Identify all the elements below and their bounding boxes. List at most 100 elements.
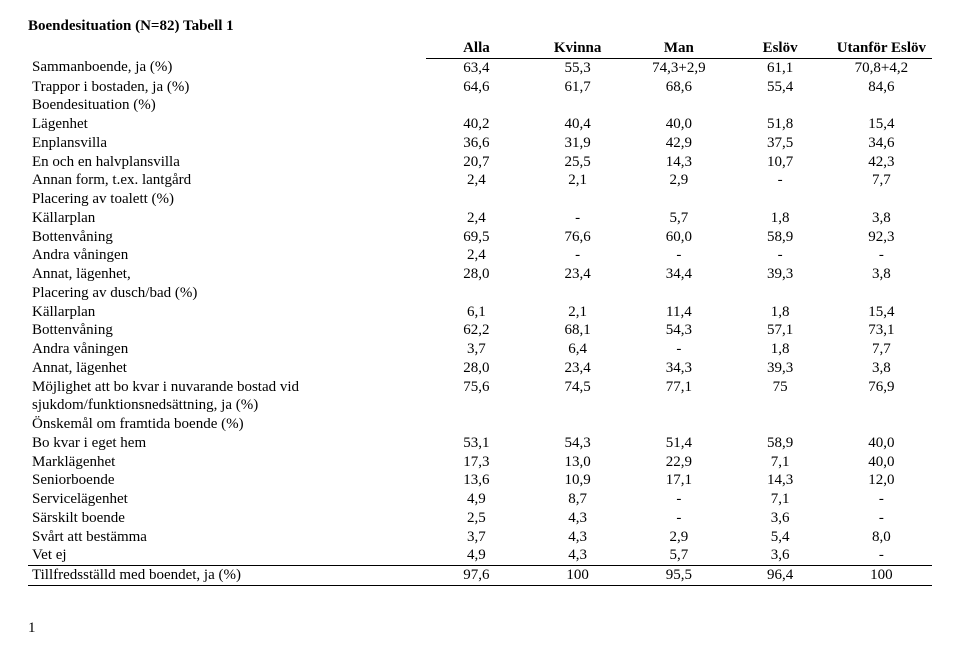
cell-value xyxy=(729,284,830,303)
cell-value xyxy=(527,190,628,209)
table-row: Särskilt boende2,54,3-3,6- xyxy=(28,509,932,528)
cell-value: 34,3 xyxy=(628,359,729,378)
row-label: Källarplan xyxy=(28,303,426,322)
cell-value: - xyxy=(831,509,932,528)
cell-value: 15,4 xyxy=(831,303,932,322)
cell-value: 51,8 xyxy=(729,115,830,134)
table-row: Andra våningen2,4---- xyxy=(28,246,932,265)
row-label: Källarplan xyxy=(28,209,426,228)
cell-value: 60,0 xyxy=(628,228,729,247)
header-col: Eslöv xyxy=(729,39,830,58)
cell-value: 53,1 xyxy=(426,434,527,453)
cell-value: 2,1 xyxy=(527,171,628,190)
cell-value xyxy=(527,284,628,303)
cell-value: 55,4 xyxy=(729,78,830,97)
cell-value: 20,7 xyxy=(426,153,527,172)
row-label: Bottenvåning xyxy=(28,321,426,340)
row-label: Bottenvåning xyxy=(28,228,426,247)
row-label: Annat, lägenhet, xyxy=(28,265,426,284)
cell-value xyxy=(426,284,527,303)
cell-value xyxy=(628,96,729,115)
cell-value: - xyxy=(527,209,628,228)
row-label: Tillfredsställd med boendet, ja (%) xyxy=(28,566,426,586)
table-row: Seniorboende13,610,917,114,312,0 xyxy=(28,471,932,490)
cell-value: - xyxy=(527,246,628,265)
cell-value xyxy=(426,190,527,209)
table-row: Sammanboende, ja (%)63,455,374,3+2,961,1… xyxy=(28,58,932,77)
table-row: Annat, lägenhet28,023,434,339,33,8 xyxy=(28,359,932,378)
cell-value: 2,1 xyxy=(527,303,628,322)
header-col: Utanför Eslöv xyxy=(831,39,932,58)
cell-value: 73,1 xyxy=(831,321,932,340)
cell-value: 11,4 xyxy=(628,303,729,322)
cell-value: 34,4 xyxy=(628,265,729,284)
cell-value: 2,9 xyxy=(628,171,729,190)
cell-value: 3,6 xyxy=(729,546,830,565)
cell-value: 13,6 xyxy=(426,471,527,490)
table-row: Marklägenhet17,313,022,97,140,0 xyxy=(28,453,932,472)
table-row: Trappor i bostaden, ja (%)64,661,768,655… xyxy=(28,78,932,97)
row-label: Svårt att bestämma xyxy=(28,528,426,547)
cell-value: 2,4 xyxy=(426,171,527,190)
row-label: Möjlighet att bo kvar i nuvarande bostad… xyxy=(28,378,426,416)
cell-value: 8,7 xyxy=(527,490,628,509)
cell-value: 7,7 xyxy=(831,171,932,190)
cell-value xyxy=(426,96,527,115)
cell-value: 95,5 xyxy=(628,566,729,586)
table-row: Svårt att bestämma3,74,32,95,48,0 xyxy=(28,528,932,547)
cell-value: 3,8 xyxy=(831,359,932,378)
cell-value: 7,7 xyxy=(831,340,932,359)
table-row: En och en halvplansvilla20,725,514,310,7… xyxy=(28,153,932,172)
cell-value: 57,1 xyxy=(729,321,830,340)
cell-value: 4,3 xyxy=(527,546,628,565)
cell-value xyxy=(831,415,932,434)
row-label: Trappor i bostaden, ja (%) xyxy=(28,78,426,97)
cell-value: 42,9 xyxy=(628,134,729,153)
cell-value: 2,5 xyxy=(426,509,527,528)
cell-value: 23,4 xyxy=(527,265,628,284)
cell-value: 10,7 xyxy=(729,153,830,172)
row-label: Seniorboende xyxy=(28,471,426,490)
row-label: Boendesituation (%) xyxy=(28,96,426,115)
cell-value: 28,0 xyxy=(426,359,527,378)
cell-value xyxy=(527,96,628,115)
cell-value: 25,5 xyxy=(527,153,628,172)
cell-value: 13,0 xyxy=(527,453,628,472)
cell-value: - xyxy=(831,490,932,509)
table-row: Enplansvilla36,631,942,937,534,6 xyxy=(28,134,932,153)
cell-value: 68,6 xyxy=(628,78,729,97)
cell-value: - xyxy=(729,246,830,265)
cell-value: 100 xyxy=(831,566,932,586)
cell-value: 14,3 xyxy=(628,153,729,172)
page-number: 1 xyxy=(28,620,36,637)
cell-value: 100 xyxy=(527,566,628,586)
cell-value: 39,3 xyxy=(729,265,830,284)
cell-value: 7,1 xyxy=(729,490,830,509)
row-label: Vet ej xyxy=(28,546,426,565)
table-row: Annat, lägenhet,28,023,434,439,33,8 xyxy=(28,265,932,284)
cell-value: 58,9 xyxy=(729,228,830,247)
row-label: Placering av toalett (%) xyxy=(28,190,426,209)
table-row: Andra våningen3,76,4-1,87,7 xyxy=(28,340,932,359)
cell-value: 31,9 xyxy=(527,134,628,153)
cell-value: 3,7 xyxy=(426,528,527,547)
cell-value: 1,8 xyxy=(729,340,830,359)
header-blank xyxy=(28,39,426,58)
cell-value: - xyxy=(628,340,729,359)
cell-value: 34,6 xyxy=(831,134,932,153)
table-row: Servicelägenhet4,98,7-7,1- xyxy=(28,490,932,509)
cell-value xyxy=(426,415,527,434)
cell-value: 75,6 xyxy=(426,378,527,416)
cell-value: - xyxy=(831,546,932,565)
cell-value xyxy=(831,284,932,303)
cell-value: 40,0 xyxy=(831,453,932,472)
table-row: Bottenvåning62,268,154,357,173,1 xyxy=(28,321,932,340)
table-row: Möjlighet att bo kvar i nuvarande bostad… xyxy=(28,378,932,416)
table-row: Bo kvar i eget hem53,154,351,458,940,0 xyxy=(28,434,932,453)
cell-value: 61,7 xyxy=(527,78,628,97)
cell-value: 14,3 xyxy=(729,471,830,490)
table-row: Källarplan6,12,111,41,815,4 xyxy=(28,303,932,322)
row-label: Marklägenhet xyxy=(28,453,426,472)
cell-value: 58,9 xyxy=(729,434,830,453)
cell-value: 37,5 xyxy=(729,134,830,153)
